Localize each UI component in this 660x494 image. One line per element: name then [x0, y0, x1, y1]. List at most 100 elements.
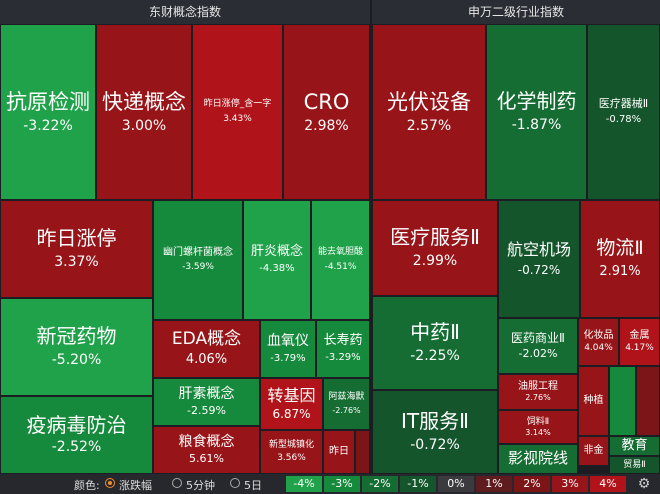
tile-small-right-2[interactable]: [636, 366, 660, 436]
tile-cro[interactable]: CRO 2.98%: [283, 24, 370, 200]
tile-pct: -0.72%: [410, 437, 460, 454]
tile-name: 物流Ⅱ: [596, 237, 644, 260]
tile-pct: -3.29%: [325, 352, 361, 364]
tile-name: 医药商业Ⅱ: [511, 330, 565, 345]
tile-name: 金属: [629, 329, 650, 341]
tile-name: 昨日涨停_含一字: [203, 99, 272, 110]
tile-pct: -2.02%: [518, 347, 558, 361]
scale-cell: -2%: [362, 476, 398, 492]
tile-name: 新冠药物: [36, 324, 117, 349]
panel-header-concept: 东财概念指数: [0, 0, 370, 24]
tile-name: 教育: [621, 437, 648, 453]
scale-cell: 3%: [552, 476, 588, 492]
tile-name: 疫病毒防治: [26, 413, 127, 438]
tile-name: 幽门螺杆菌概念: [163, 246, 233, 258]
tile-name: 非金: [583, 445, 604, 457]
tile-kangyuan[interactable]: 抗原检测 -3.22%: [0, 24, 96, 200]
tile-yiyaosy[interactable]: 医药商业Ⅱ -2.02%: [498, 318, 578, 374]
tile-pct: 2.76%: [525, 393, 551, 403]
tile-nengqu[interactable]: 能去氧胆酸 -4.51%: [311, 200, 370, 320]
tile-siliao[interactable]: 饲料Ⅱ 3.14%: [498, 410, 578, 444]
tile-youmen[interactable]: 幽门螺杆菌概念 -3.59%: [153, 200, 243, 320]
tile-yiliaofw[interactable]: 医疗服务Ⅱ 2.99%: [372, 200, 498, 296]
tile-name: 新型城镇化: [268, 440, 314, 451]
tile-zhuanjiyin[interactable]: 转基因 6.87%: [260, 378, 323, 430]
option-change-pct[interactable]: 涨跌幅: [119, 479, 152, 492]
tile-name: 贸易Ⅱ: [623, 459, 646, 470]
tile-pct: 5.61%: [189, 452, 224, 466]
tile-itfw[interactable]: IT服务Ⅱ -0.72%: [372, 390, 498, 474]
tile-wuliu[interactable]: 物流Ⅱ 2.91%: [580, 200, 660, 318]
scale-cell: -3%: [324, 476, 360, 492]
tile-feijin[interactable]: 非金: [578, 436, 609, 466]
tile-name: 医疗器械Ⅱ: [598, 96, 649, 110]
tile-changshou[interactable]: 长寿药 -3.29%: [316, 320, 370, 378]
tile-yibing[interactable]: 疫病毒防治 -2.52%: [0, 396, 153, 474]
tile-zuori[interactable]: 昨日: [323, 430, 355, 474]
tile-name: 能去氧胆酸: [317, 247, 363, 258]
tile-pct: 6.87%: [272, 407, 311, 421]
tile-pct: 2.99%: [412, 253, 458, 270]
tile-yiliaoqx[interactable]: 医疗器械Ⅱ -0.78%: [587, 24, 660, 200]
tile-hangkong[interactable]: 航空机场 -0.72%: [498, 200, 580, 318]
tile-name: 光伏设备: [387, 89, 471, 114]
tile-name: 粮食概念: [178, 434, 235, 451]
tile-guangfu[interactable]: 光伏设备 2.57%: [372, 24, 486, 200]
tile-name: 油服工程: [518, 380, 558, 392]
tile-pct: -4.38%: [259, 263, 295, 275]
tile-yingshi[interactable]: 影视院线: [498, 444, 578, 474]
option-5min[interactable]: 5分钟: [186, 479, 215, 492]
tile-small-right-1[interactable]: [609, 366, 636, 436]
tile-pct: -3.59%: [182, 262, 214, 273]
tile-pct: -2.59%: [187, 404, 226, 418]
scale-cell: 0%: [438, 476, 474, 492]
color-label: 颜色:: [74, 479, 100, 492]
tile-name: 长寿药: [323, 332, 363, 348]
tile-asihai[interactable]: 阿兹海默 -2.76%: [323, 378, 370, 430]
tile-huazhuang[interactable]: 化妆品 4.04%: [578, 318, 619, 366]
tile-xinguan[interactable]: 新冠药物 -5.20%: [0, 298, 153, 396]
tile-pct: -4.51%: [324, 261, 357, 272]
tile-name: EDA概念: [171, 329, 242, 350]
tile-zuorizt-yz[interactable]: 昨日涨停_含一字 3.43%: [192, 24, 283, 200]
tile-pct: -2.52%: [51, 439, 102, 456]
tile-maoyi[interactable]: 贸易Ⅱ: [609, 456, 660, 474]
tile-pct: 2.98%: [304, 117, 349, 134]
tile-gansu[interactable]: 肝素概念 -2.59%: [153, 378, 260, 426]
tile-liangshi[interactable]: 粮食概念 5.61%: [153, 426, 260, 474]
radio-5day[interactable]: [230, 478, 240, 488]
tile-name: 肝炎概念: [250, 243, 303, 259]
scale-cell: 4%: [590, 476, 626, 492]
tile-name: 转基因: [267, 385, 316, 405]
tile-zuorizt[interactable]: 昨日涨停 3.37%: [0, 200, 153, 298]
tile-name: 快递概念: [102, 89, 186, 114]
tile-pct: 3.43%: [223, 113, 252, 124]
tile-small-left-1[interactable]: [355, 430, 370, 474]
radio-5min[interactable]: [172, 478, 182, 488]
tile-name: 航空机场: [506, 239, 571, 259]
tile-kuaidi[interactable]: 快递概念 3.00%: [96, 24, 192, 200]
option-5day[interactable]: 5日: [244, 479, 262, 492]
gear-icon[interactable]: ⚙: [637, 476, 651, 492]
tile-pct: 2.57%: [406, 117, 452, 134]
tile-jinshu[interactable]: 金属 4.17%: [619, 318, 660, 366]
tile-name: 饲料Ⅱ: [526, 416, 550, 427]
tile-ganyan[interactable]: 肝炎概念 -4.38%: [243, 200, 311, 320]
scale-cell: 1%: [476, 476, 512, 492]
tile-pct: -3.22%: [23, 117, 73, 134]
tile-zhongyao[interactable]: 中药Ⅱ -2.25%: [372, 296, 498, 390]
tile-pct: 3.56%: [277, 452, 306, 463]
tile-name: IT服务Ⅱ: [401, 409, 469, 434]
tile-xueyang[interactable]: 血氧仪 -3.79%: [260, 320, 316, 378]
tile-zhongzhi[interactable]: 种植: [578, 366, 609, 436]
tile-name: 化学制药: [496, 89, 577, 114]
radio-change-pct[interactable]: [105, 478, 115, 488]
tile-xinchengzhen[interactable]: 新型城镇化 3.56%: [260, 430, 323, 474]
tile-youfu[interactable]: 油服工程 2.76%: [498, 374, 578, 410]
tile-name: 医疗服务Ⅱ: [390, 225, 480, 250]
tile-jiaoyu[interactable]: 教育: [609, 436, 660, 456]
tile-pct: -0.78%: [605, 114, 642, 126]
tile-huaxue[interactable]: 化学制药 -1.87%: [486, 24, 587, 200]
tile-eda[interactable]: EDA概念 4.06%: [153, 320, 260, 378]
scale-cell: -1%: [400, 476, 436, 492]
